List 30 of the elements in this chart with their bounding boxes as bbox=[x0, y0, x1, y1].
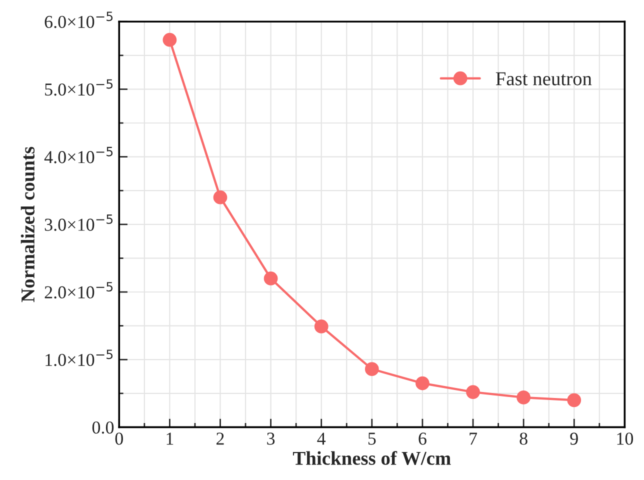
y-tick-label: 1.0×10$^{−5}$ bbox=[46, 350, 113, 366]
y-tick-label: 2.0×10$^{−5}$ bbox=[44, 282, 113, 299]
x-tick-label: 9 bbox=[570, 432, 578, 445]
x-tick-label: 6 bbox=[418, 432, 426, 445]
x-tick-label: 4 bbox=[317, 432, 326, 445]
point bbox=[416, 376, 430, 390]
point bbox=[567, 393, 582, 408]
x-tick-label: 5 bbox=[368, 432, 376, 445]
y-tick-label: 5.0×10$^{−5}$ bbox=[45, 79, 113, 96]
point bbox=[314, 320, 328, 334]
y-tick-label: 0.0 bbox=[92, 421, 114, 434]
point bbox=[516, 390, 531, 404]
legend-label: Fast neutron bbox=[496, 72, 592, 86]
point bbox=[213, 190, 228, 204]
point bbox=[364, 362, 379, 376]
point bbox=[466, 385, 480, 399]
y-axis-title: Normalized counts bbox=[20, 146, 35, 302]
x-tick-label: 2 bbox=[216, 432, 224, 445]
y-tick-label: 6.0×10$^{−5}$ bbox=[44, 12, 113, 28]
x-tick-label: 1 bbox=[166, 432, 174, 445]
x-tick-label: 3 bbox=[267, 432, 275, 445]
x-axis-title: Thickness of W/cm bbox=[292, 451, 451, 465]
x-tick-label: 8 bbox=[520, 432, 528, 445]
y-tick-label: 3.0×10$^{−5}$ bbox=[44, 214, 113, 231]
x-tick-label: 10 bbox=[617, 432, 634, 445]
x-tick-label: 7 bbox=[470, 432, 478, 445]
point bbox=[264, 272, 278, 286]
x-tick-label: 0 bbox=[115, 432, 123, 445]
y-tick-label: 4.0×10$^{−5}$ bbox=[44, 146, 113, 164]
point bbox=[162, 32, 177, 47]
